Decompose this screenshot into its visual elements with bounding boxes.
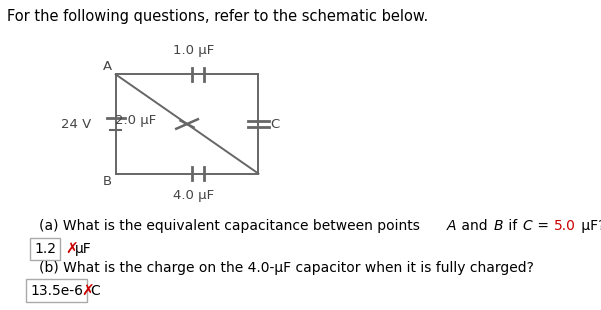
- Text: μF?: μF?: [577, 219, 601, 232]
- Text: 4.0 μF: 4.0 μF: [173, 189, 214, 202]
- Text: (a) What is the equivalent capacitance between points: (a) What is the equivalent capacitance b…: [40, 219, 425, 232]
- Text: and: and: [457, 219, 492, 232]
- Text: (b) What is the charge on the 4.0-μF capacitor when it is fully charged?: (b) What is the charge on the 4.0-μF cap…: [40, 261, 534, 275]
- Text: 5.0: 5.0: [554, 219, 576, 232]
- Text: ✗: ✗: [81, 284, 94, 299]
- Text: C: C: [522, 219, 532, 232]
- Text: 13.5e-6: 13.5e-6: [30, 284, 83, 298]
- Text: =: =: [532, 219, 553, 232]
- Text: 1.2: 1.2: [34, 242, 56, 256]
- Text: A: A: [103, 60, 112, 73]
- Text: 1.0 μF: 1.0 μF: [173, 44, 214, 57]
- Text: For the following questions, refer to the schematic below.: For the following questions, refer to th…: [7, 9, 429, 24]
- Text: ✗: ✗: [66, 242, 78, 257]
- Text: 2.0 μF: 2.0 μF: [115, 114, 156, 127]
- Text: μF: μF: [75, 242, 92, 256]
- Text: 24 V: 24 V: [61, 117, 91, 131]
- Text: B: B: [493, 219, 503, 232]
- Text: B: B: [103, 175, 112, 188]
- Text: C: C: [270, 117, 279, 131]
- Text: if: if: [504, 219, 521, 232]
- Text: C: C: [90, 284, 100, 298]
- Text: A: A: [447, 219, 456, 232]
